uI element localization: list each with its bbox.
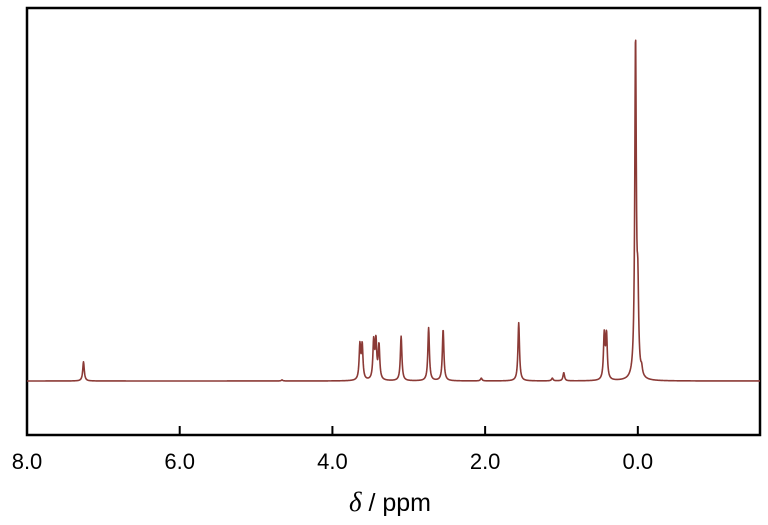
x-tick-label: 2.0 bbox=[470, 449, 501, 474]
x-tick-label: 4.0 bbox=[317, 449, 348, 474]
x-axis-ticks bbox=[26, 426, 639, 435]
x-tick-label: 0.0 bbox=[623, 449, 654, 474]
x-axis-unit: / ppm bbox=[362, 489, 431, 517]
spectrum-line bbox=[26, 39, 761, 382]
x-axis-title: δ / ppm bbox=[349, 487, 431, 517]
peak-markers bbox=[83, 43, 642, 381]
x-tick-label: 8.0 bbox=[12, 449, 43, 474]
x-tick-label: 6.0 bbox=[164, 449, 195, 474]
x-axis-tick-labels: 8.0 6.0 4.0 2.0 0.0 bbox=[12, 449, 653, 474]
plot-frame bbox=[25, 6, 762, 437]
x-axis-symbol: δ bbox=[349, 487, 362, 517]
